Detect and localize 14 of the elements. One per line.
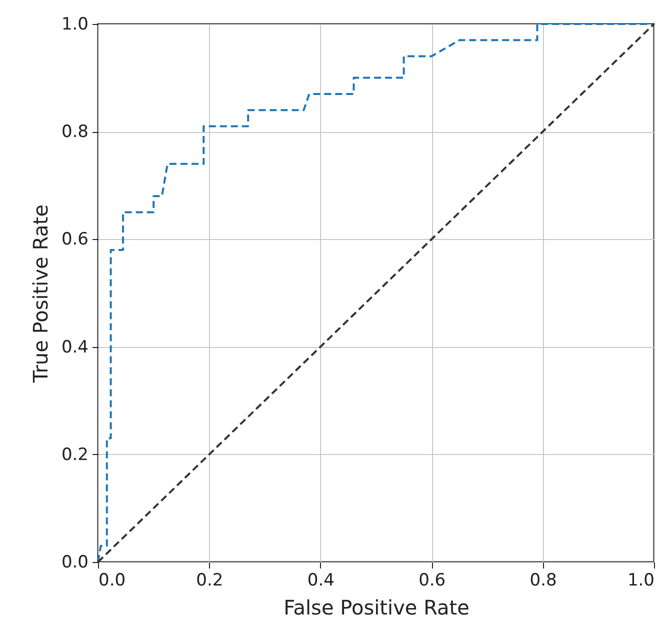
x-axis-title: False Positive Rate	[284, 596, 470, 620]
x-tick-label: 1.0	[627, 570, 654, 590]
y-tick-label: 0.4	[61, 337, 88, 358]
y-tick-label: 0.8	[61, 122, 88, 142]
y-tick-label: 1.0	[61, 14, 88, 34]
x-tick-label: 0.6	[418, 570, 446, 590]
x-tick-label: 0.4	[307, 570, 334, 590]
y-axis-title: True Positive Rate	[28, 204, 52, 384]
x-tick-label: 0.0	[98, 570, 126, 590]
y-tick-label: 0.6	[61, 230, 88, 250]
y-tick-label: 0.2	[61, 444, 88, 465]
x-tick-label: 0.8	[530, 570, 557, 590]
x-tick-label: 0.2	[196, 570, 224, 590]
y-tick-label: 0.0	[61, 552, 88, 572]
